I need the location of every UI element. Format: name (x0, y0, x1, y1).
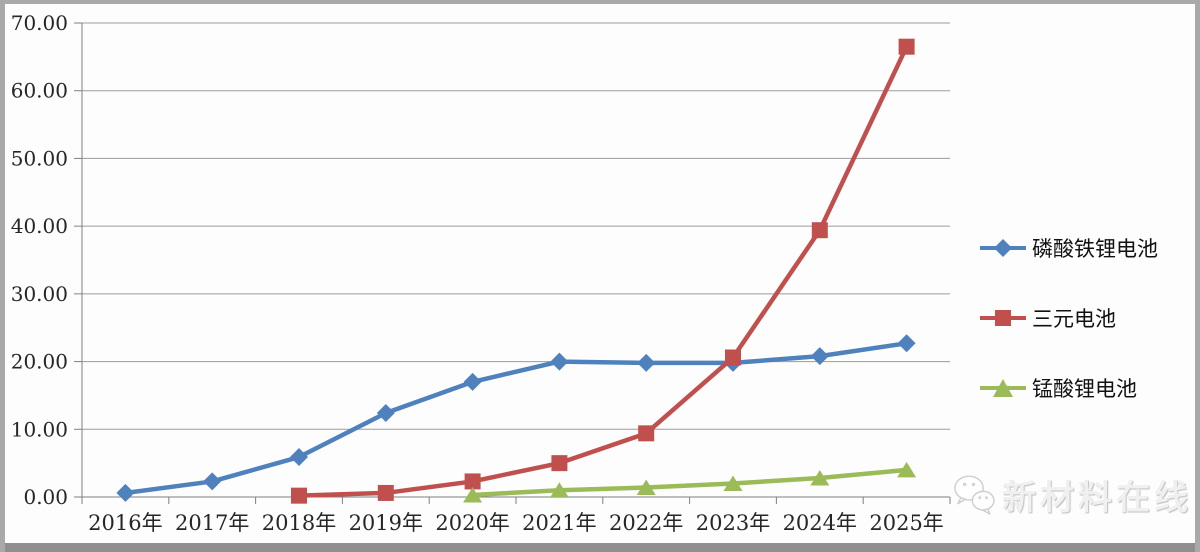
x-tick-label: 2022年 (609, 511, 683, 535)
watermark-text: 新材料在线 (1002, 478, 1192, 517)
series-lfp (116, 334, 916, 502)
y-tick-label: 30.00 (11, 282, 68, 306)
series-ternary (291, 38, 915, 504)
x-tick-label: 2024年 (783, 511, 857, 535)
series-lmo (463, 461, 917, 503)
x-tick-label: 2020年 (435, 511, 509, 535)
data-point-marker (463, 486, 483, 503)
watermark: 新材料在线 (952, 462, 1192, 526)
x-tick-label: 2016年 (88, 511, 162, 535)
x-tick-label: 2018年 (262, 511, 336, 535)
legend-item-lfp: 磷酸铁锂电池 (980, 234, 1158, 262)
legend-label-lfp: 磷酸铁锂电池 (1032, 237, 1158, 261)
frame-border-left (0, 0, 5, 552)
legend-item-lmo: 锰酸锂电池 (980, 374, 1158, 402)
data-point-marker (463, 372, 482, 391)
gridlines-and-axes (74, 22, 951, 504)
data-point-marker (725, 349, 741, 366)
x-axis-labels: 2016年 2017年 2018年 2019年 2020年 2021年 2022年 2023年… (88, 511, 944, 535)
legend-item-ternary: 三元电池 (980, 304, 1158, 332)
data-point-marker (810, 347, 829, 366)
y-axis-labels: 0.00 10.00 20.00 30.00 40.00 50.00 60.00 70.00 (11, 11, 68, 509)
y-tick-label: 0.00 (23, 485, 68, 509)
data-point-marker (377, 484, 394, 501)
frame-border-right (1195, 0, 1200, 552)
y-tick-label: 10.00 (11, 417, 68, 441)
data-point-marker (636, 479, 656, 496)
y-tick-label: 50.00 (11, 146, 68, 170)
data-point-marker (898, 38, 915, 55)
x-tick-label: 2021年 (522, 511, 596, 535)
x-tick-label: 2019年 (349, 511, 423, 535)
data-point-marker (291, 487, 307, 504)
data-point-marker (637, 353, 656, 372)
data-point-marker (549, 482, 569, 498)
frame-border-top (0, 0, 1200, 4)
data-point-marker (551, 455, 568, 472)
x-tick-label: 2017年 (175, 511, 249, 535)
data-point-marker (203, 472, 222, 491)
y-tick-label: 60.00 (11, 79, 68, 103)
data-point-marker (290, 448, 308, 467)
legend-label-lmo: 锰酸锂电池 (1032, 377, 1137, 401)
frame-border-bottom (0, 543, 1200, 552)
data-point-marker (116, 483, 135, 502)
legend-label-ternary: 三元电池 (1032, 307, 1116, 331)
y-tick-label: 70.00 (11, 11, 68, 35)
x-tick-label: 2023年 (696, 511, 770, 535)
legend-marker-triangle-icon (980, 379, 1026, 397)
legend-marker-square-icon (980, 310, 1026, 326)
legend: 磷酸铁锂电池 三元电池 锰酸锂电池 (980, 234, 1158, 402)
data-point-marker (638, 425, 655, 442)
data-point-marker (897, 461, 917, 478)
y-tick-label: 20.00 (11, 350, 68, 374)
data-point-marker (811, 222, 828, 239)
data-point-marker (550, 352, 569, 371)
wechat-icon (954, 475, 995, 515)
data-point-marker (897, 334, 916, 353)
y-tick-label: 40.00 (11, 214, 68, 238)
data-point-marker (810, 470, 830, 486)
x-tick-label: 2025年 (869, 511, 943, 535)
data-point-marker (723, 475, 743, 491)
legend-marker-diamond-icon (980, 239, 1026, 257)
data-point-marker (464, 473, 481, 490)
data-point-marker (376, 404, 395, 423)
